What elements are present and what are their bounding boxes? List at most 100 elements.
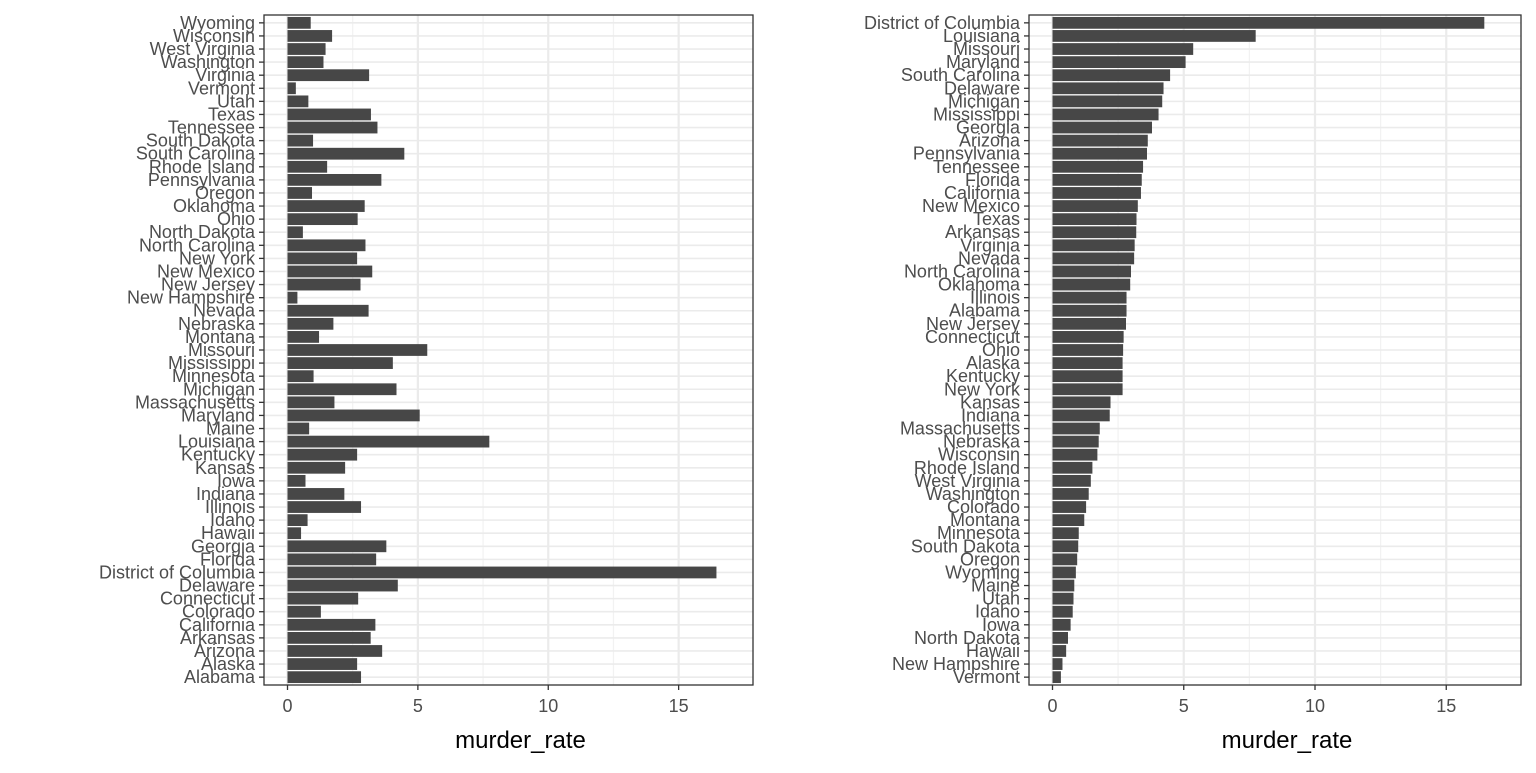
category-label: Georgia xyxy=(956,118,1021,138)
x-tick-label: 0 xyxy=(1047,696,1057,716)
bar-rhode-island xyxy=(1052,461,1093,474)
category-label: Maryland xyxy=(181,405,255,425)
bar-arkansas xyxy=(1052,226,1137,239)
category-label: New York xyxy=(179,248,256,268)
bar-kentucky xyxy=(287,448,358,461)
category-label: Iowa xyxy=(982,615,1021,635)
category-label: Florida xyxy=(965,170,1021,190)
bar-massachusetts xyxy=(287,396,335,409)
bar-wyoming xyxy=(1052,566,1076,579)
bar-tennessee xyxy=(1052,160,1144,173)
bar-montana xyxy=(1052,514,1085,527)
bar-new-jersey xyxy=(287,278,361,291)
category-label: Mississippi xyxy=(933,104,1020,124)
category-label: Connecticut xyxy=(925,327,1020,347)
bar-utah xyxy=(1052,592,1074,605)
bar-wyoming xyxy=(287,16,311,29)
category-label: Illinois xyxy=(970,288,1020,308)
category-label: Virginia xyxy=(960,235,1021,255)
bar-indiana xyxy=(1052,409,1110,422)
category-label: Wisconsin xyxy=(173,26,255,46)
category-label: Oklahoma xyxy=(173,196,256,216)
category-label: Michigan xyxy=(948,91,1020,111)
category-label: Oklahoma xyxy=(938,275,1021,295)
category-label: Massachusetts xyxy=(135,392,255,412)
bar-california xyxy=(1052,187,1141,199)
bar-north-carolina xyxy=(287,239,366,252)
bar-vermont xyxy=(287,82,296,95)
bar-connecticut xyxy=(287,592,359,605)
category-label: Iowa xyxy=(217,471,256,491)
bar-iowa xyxy=(287,474,306,487)
category-label: Kansas xyxy=(195,458,255,478)
bar-new-york xyxy=(1052,383,1123,396)
category-label: District of Columbia xyxy=(99,562,256,582)
bar-colorado xyxy=(1052,501,1087,513)
x-tick-label: 0 xyxy=(282,696,292,716)
bar-arizona xyxy=(287,645,383,657)
category-label: Michigan xyxy=(183,379,255,399)
bar-illinois xyxy=(287,501,362,513)
x-tick-label: 5 xyxy=(1179,696,1189,716)
bar-nebraska xyxy=(1052,435,1099,448)
category-label: New Hampshire xyxy=(127,288,255,308)
category-label: Oregon xyxy=(960,549,1020,569)
category-label: Rhode Island xyxy=(149,157,255,177)
bar-new-mexico xyxy=(1052,200,1138,212)
category-label: Maine xyxy=(971,576,1020,596)
category-label: Minnesota xyxy=(937,523,1021,543)
category-label: West Virginia xyxy=(915,471,1021,491)
category-label: Colorado xyxy=(947,497,1020,517)
category-label: Ohio xyxy=(982,340,1020,360)
bar-oregon xyxy=(1052,553,1078,566)
category-label: New Jersey xyxy=(926,314,1020,334)
category-label: Tennessee xyxy=(168,118,255,138)
category-label: Nebraska xyxy=(943,432,1021,452)
x-axis-title: murder_rate xyxy=(455,727,586,754)
bar-west-virginia xyxy=(287,43,326,55)
bar-connecticut xyxy=(1052,331,1124,343)
category-label: Idaho xyxy=(210,510,255,530)
category-label: Virginia xyxy=(195,65,256,85)
category-label: Mississippi xyxy=(168,353,255,373)
category-label: West Virginia xyxy=(150,39,256,59)
bar-mississippi xyxy=(1052,108,1159,121)
bar-louisiana xyxy=(287,435,490,448)
bar-alabama xyxy=(287,671,362,684)
x-tick-label: 5 xyxy=(413,696,423,716)
category-label: Maine xyxy=(206,419,255,439)
category-label: North Dakota xyxy=(149,222,256,242)
bar-kansas xyxy=(1052,396,1111,409)
bar-georgia xyxy=(287,540,387,553)
bar-alaska xyxy=(1052,357,1123,369)
category-label: Indiana xyxy=(961,405,1021,425)
bar-ohio xyxy=(287,213,358,226)
bar-indiana xyxy=(287,488,345,500)
bar-texas xyxy=(287,108,371,121)
bar-montana xyxy=(287,331,320,343)
category-label: North Carolina xyxy=(904,261,1021,281)
category-label: Pennsylvania xyxy=(148,170,256,190)
bar-district-of-columbia xyxy=(287,566,717,579)
category-label: Arkansas xyxy=(945,222,1020,242)
x-tick-label: 10 xyxy=(1305,696,1325,716)
category-label: New Mexico xyxy=(922,196,1020,216)
bar-new-mexico xyxy=(287,265,373,278)
bar-north-carolina xyxy=(1052,265,1131,278)
bar-california xyxy=(287,618,376,631)
category-label: Utah xyxy=(982,589,1020,609)
category-label: Alaska xyxy=(966,353,1021,373)
category-label: Wyoming xyxy=(180,13,255,33)
category-label: Ohio xyxy=(217,209,255,229)
category-label: California xyxy=(179,615,256,635)
bar-alabama xyxy=(1052,304,1127,317)
bar-iowa xyxy=(1052,618,1071,631)
category-label: Illinois xyxy=(205,497,255,517)
category-label: New York xyxy=(944,379,1021,399)
category-label: Nevada xyxy=(958,248,1021,268)
bar-wisconsin xyxy=(1052,448,1098,461)
bar-tennessee xyxy=(287,121,378,134)
